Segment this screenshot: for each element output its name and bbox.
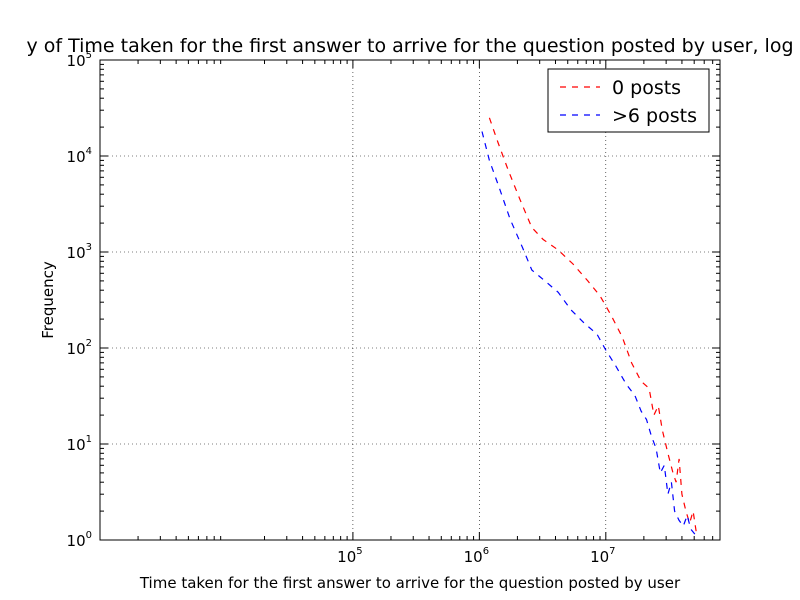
plot-area [100, 60, 720, 540]
legend: 0 posts >6 posts [547, 68, 710, 133]
y-tick-base: 10 [67, 244, 86, 262]
x-tick-base: 10 [337, 548, 356, 566]
series-line-0-posts [488, 117, 697, 533]
y-tick-base: 10 [67, 340, 86, 358]
y-tick-exponent: 4 [86, 146, 92, 157]
y-tick-label: 105 [67, 50, 92, 70]
series-group [481, 117, 697, 537]
y-tick-base: 10 [67, 436, 86, 454]
legend-box [547, 68, 710, 133]
x-tick-exponent: 6 [483, 546, 489, 557]
x-tick-label: 106 [464, 546, 489, 566]
y-tick-exponent: 3 [86, 242, 92, 253]
plot-frame [99, 59, 721, 541]
y-tick-exponent: 0 [86, 530, 92, 541]
y-tick-label: 103 [67, 242, 92, 262]
y-tick-exponent: 5 [86, 50, 92, 61]
x-tick-label: 107 [590, 546, 615, 566]
x-axis-label: Time taken for the first answer to arriv… [139, 574, 681, 592]
x-tick-base: 10 [590, 548, 609, 566]
y-tick-exponent: 2 [86, 338, 92, 349]
chart-title: y of Time taken for the first answer to … [26, 35, 793, 57]
y-axis-label: Frequency [39, 261, 57, 339]
legend-label: >6 posts [612, 105, 697, 127]
y-tick-label: 102 [67, 338, 92, 358]
x-tick-exponent: 5 [356, 546, 362, 557]
grid [100, 60, 720, 540]
x-tick-base: 10 [464, 548, 483, 566]
x-tick-label: 105 [337, 546, 362, 566]
y-tick-exponent: 1 [86, 434, 92, 445]
y-tick-base: 10 [67, 148, 86, 166]
y-tick-label: 101 [67, 434, 92, 454]
y-tick-label: 104 [67, 146, 92, 166]
x-tick-exponent: 7 [609, 546, 615, 557]
y-tick-label: 100 [67, 530, 92, 550]
legend-label: 0 posts [612, 77, 681, 99]
y-tick-base: 10 [67, 532, 86, 550]
y-tick-base: 10 [67, 52, 86, 70]
